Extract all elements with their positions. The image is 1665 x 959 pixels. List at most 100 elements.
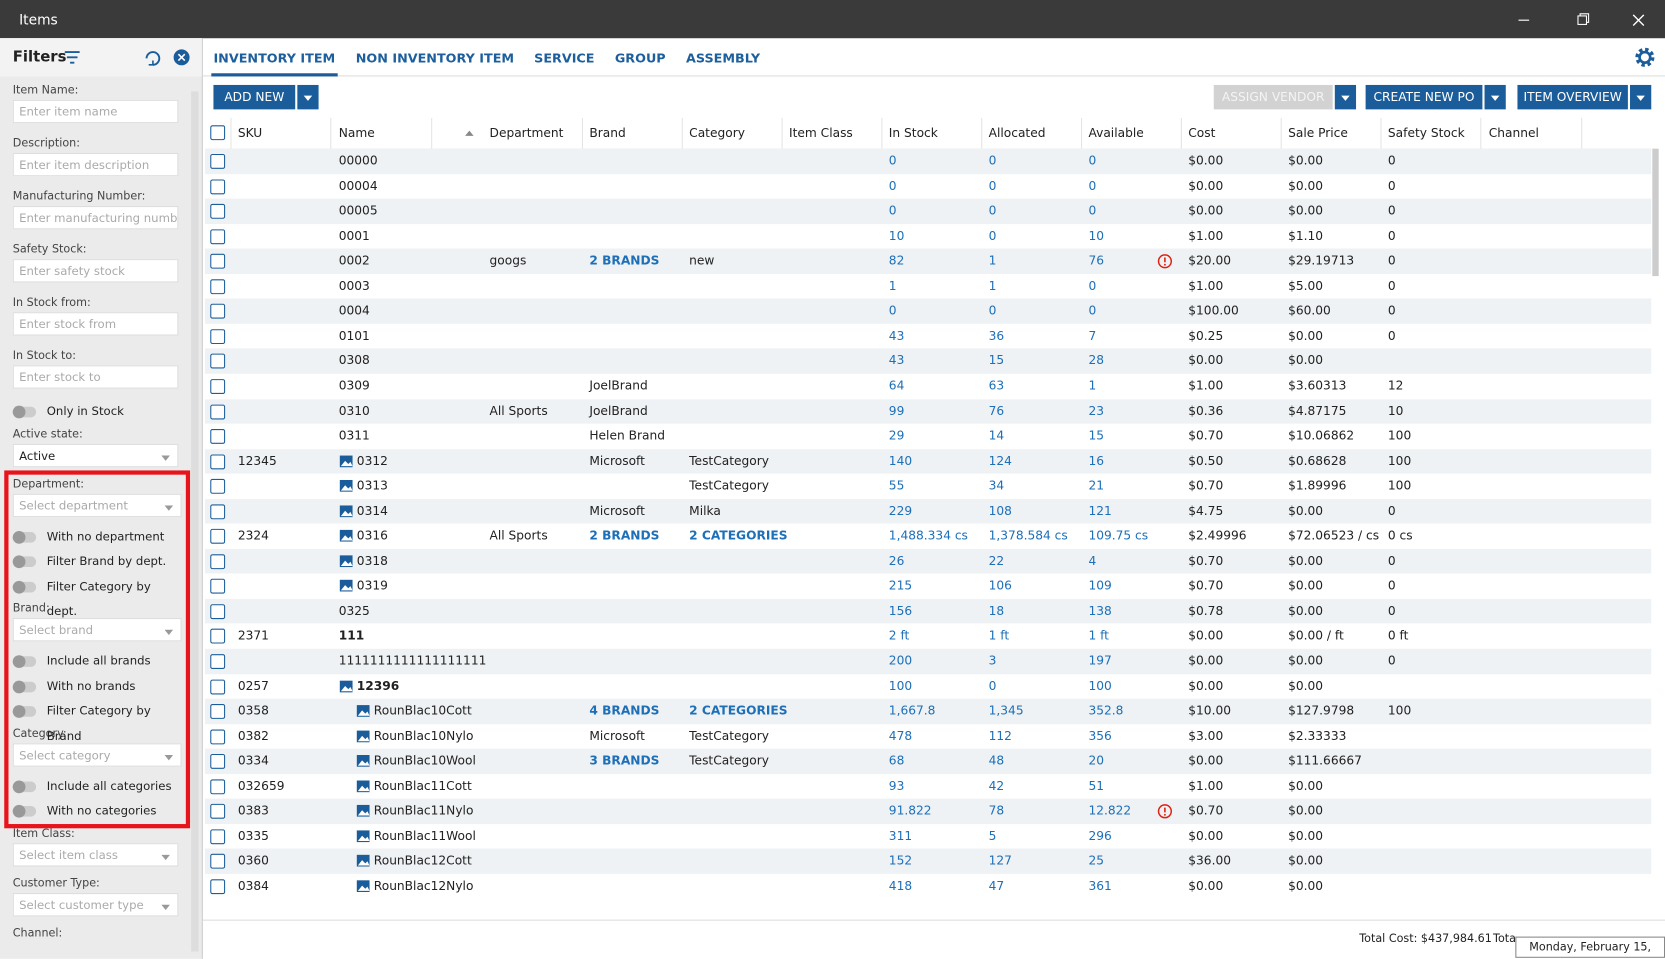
table-cell[interactable]: 1 <box>988 252 997 268</box>
column-header[interactable]: Allocated <box>988 125 1046 141</box>
dropdown[interactable]: Select item class <box>12 842 179 866</box>
checkbox[interactable] <box>210 804 226 820</box>
column-header[interactable]: In Stock <box>888 125 938 141</box>
toggle-switch[interactable] <box>12 655 37 668</box>
table-row[interactable]: 2324 0316 All Sports 2 BRANDS 2 CATEGORIES 1,… <box>205 524 1651 549</box>
table-row[interactable]: 0311 Helen Brand 29 14 15 $0.70 $10.06862 100 <box>205 424 1651 449</box>
table-cell[interactable]: 100 <box>888 678 913 693</box>
table-cell[interactable]: 29 <box>888 427 905 443</box>
toggle[interactable]: Filter Brand by dept. <box>12 549 182 574</box>
table-cell[interactable]: 0 <box>888 152 897 168</box>
table-cell[interactable]: 127 <box>988 853 1012 868</box>
table-cell[interactable]: 20 <box>1088 753 1104 768</box>
table-cell[interactable]: 0 <box>1088 277 1097 293</box>
table-cell[interactable]: 91.822 <box>888 803 932 818</box>
column-header[interactable]: Item Class <box>788 125 853 141</box>
checkbox[interactable] <box>210 729 226 745</box>
table-cell[interactable]: 0 <box>1088 302 1097 318</box>
table-cell[interactable]: 1,345 <box>988 703 1024 718</box>
checkbox[interactable] <box>210 304 226 319</box>
filter-icons[interactable] <box>64 49 191 68</box>
table-cell[interactable]: 42 <box>988 778 1005 793</box>
table-row[interactable]: 1111111111111111111 200 3 197 $0.00 $0.00 0 <box>204 648 1652 674</box>
table-cell[interactable]: 0 <box>888 177 897 193</box>
table-cell[interactable]: 10 <box>1088 227 1104 243</box>
checkbox[interactable] <box>210 679 226 695</box>
table-cell[interactable]: 3 BRANDS <box>589 753 660 768</box>
toggle[interactable]: With no categories <box>12 799 182 824</box>
table-cell[interactable]: 2 CATEGORIES <box>689 528 788 543</box>
table-cell[interactable]: 10 <box>888 227 905 243</box>
checkbox[interactable] <box>210 354 226 369</box>
table-cell[interactable]: 2 ft <box>888 628 910 643</box>
text-input[interactable]: Enter item description <box>12 152 179 177</box>
text-input[interactable]: Enter stock from <box>12 312 179 336</box>
toggle-switch[interactable] <box>12 405 37 419</box>
checkbox[interactable] <box>210 704 226 720</box>
column-header[interactable]: Cost <box>1188 125 1216 141</box>
table-cell[interactable]: 43 <box>888 327 905 343</box>
table-cell[interactable]: 1 ft <box>988 628 1010 643</box>
table-cell[interactable]: 296 <box>1088 828 1112 843</box>
table-cell[interactable]: 51 <box>1088 778 1104 793</box>
toggle-switch[interactable] <box>12 705 37 718</box>
window-controls[interactable] <box>1508 11 1657 30</box>
toggle[interactable]: With no brands <box>12 674 182 699</box>
button[interactable]: ADD NEW <box>213 84 296 110</box>
tab[interactable]: GROUP <box>614 50 666 66</box>
table-cell[interactable]: 215 <box>888 578 913 593</box>
table-cell[interactable]: 76 <box>1088 252 1104 268</box>
table-cell[interactable]: 197 <box>1088 653 1112 668</box>
table-row[interactable]: 0310 All Sports JoelBrand 99 76 23 $0.36 $4.871… <box>204 398 1652 424</box>
checkbox[interactable] <box>210 879 226 895</box>
column-header[interactable]: Department <box>489 125 564 141</box>
button[interactable]: ITEM OVERVIEW <box>1517 84 1628 110</box>
tab[interactable]: SERVICE <box>534 50 595 66</box>
dropdown[interactable]: Select department <box>12 493 182 517</box>
toggle[interactable]: Filter Category by Brand <box>12 699 182 743</box>
table-cell[interactable]: 108 <box>988 503 1012 518</box>
checkbox[interactable] <box>210 629 226 644</box>
table-cell[interactable]: 1 <box>1088 377 1097 393</box>
table-row[interactable]: 00000 0 0 0 $0.00 $0.00 0 <box>204 148 1652 174</box>
checkbox[interactable] <box>210 829 226 845</box>
table-cell[interactable]: 36 <box>988 327 1005 343</box>
table-cell[interactable]: 82 <box>888 252 905 268</box>
table-row[interactable]: 0358 RounBlac10Cott 4 BRANDS 2 CATEGORIES 1,… <box>204 698 1652 724</box>
table-cell[interactable]: 23 <box>1088 402 1104 418</box>
text-input[interactable]: Enter item name <box>12 99 179 124</box>
button-caret[interactable] <box>1630 84 1652 110</box>
table-cell[interactable]: 478 <box>888 728 913 743</box>
table-cell[interactable]: 2 BRANDS <box>589 252 660 268</box>
table-cell[interactable]: 64 <box>888 377 905 393</box>
column-header[interactable]: Safety Stock <box>1387 125 1465 141</box>
table-cell[interactable]: 418 <box>888 878 913 893</box>
column-header[interactable]: Sale Price <box>1288 125 1348 141</box>
checkbox[interactable] <box>210 529 226 544</box>
table-cell[interactable]: 156 <box>888 603 913 618</box>
table-row[interactable]: 0257 12396 100 0 100 $0.00 $0.00 <box>205 674 1651 699</box>
table-row[interactable]: 0383 RounBlac11Nylo 91.822 78 12.822 $0.70 $0.… <box>204 798 1652 824</box>
table-cell[interactable]: 7 <box>1088 327 1097 343</box>
table-row[interactable]: 00004 0 0 0 $0.00 $0.00 0 <box>205 174 1651 199</box>
table-row[interactable]: 0003 1 1 0 $1.00 $5.00 0 <box>205 274 1651 299</box>
checkbox[interactable] <box>210 253 226 269</box>
table-scrollbar[interactable] <box>1652 148 1659 277</box>
settings-icon[interactable] <box>1634 47 1655 68</box>
table-cell[interactable]: 112 <box>988 728 1012 743</box>
table-cell[interactable]: 106 <box>988 578 1012 593</box>
table-row[interactable]: 032659 RounBlac11Cott 93 42 51 $1.00 $0.00 <box>205 774 1651 799</box>
table-cell[interactable]: 109 <box>1088 578 1112 593</box>
table-cell[interactable]: 152 <box>888 853 913 868</box>
table-cell[interactable]: 47 <box>988 878 1005 893</box>
table-cell[interactable]: 0 <box>988 177 997 193</box>
checkbox[interactable] <box>210 404 226 419</box>
table-cell[interactable]: 0 <box>1088 202 1097 218</box>
table-cell[interactable]: 15 <box>1088 427 1104 443</box>
table-row[interactable]: 0001 10 0 10 $1.00 $1.10 0 <box>205 224 1651 249</box>
checkbox[interactable] <box>210 579 226 594</box>
toggle-switch[interactable] <box>12 580 37 594</box>
checkbox[interactable] <box>210 754 226 770</box>
text-input[interactable]: Enter manufacturing number <box>12 206 179 230</box>
button-caret[interactable] <box>1484 84 1506 110</box>
